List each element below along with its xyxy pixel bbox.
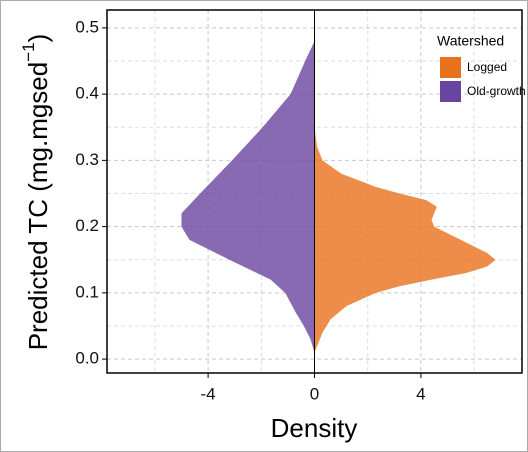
density-area [314, 127, 496, 353]
y-tick-label: 0.1 [75, 282, 99, 301]
y-label-close: ) [23, 34, 53, 43]
y-tick-label: 0.0 [75, 349, 99, 368]
y-tick-label: 0.2 [75, 216, 99, 235]
legend-key [440, 57, 461, 78]
legend: Watershed Logged Old-growth [437, 33, 526, 102]
density-area [181, 41, 315, 353]
x-tick-label: 0 [310, 384, 319, 403]
y-tick-label: 0.5 [75, 17, 99, 36]
y-axis-label: Predicted TC (mg.mgsed−1) [19, 34, 52, 351]
legend-title: Watershed [437, 33, 504, 49]
legend-label: Logged [467, 60, 507, 74]
x-tick-label: -4 [201, 384, 216, 403]
y-tick-label: 0.3 [75, 150, 99, 169]
y-label-text: Predicted TC (mg.mgsed [23, 62, 53, 351]
x-tick-label: 4 [416, 384, 425, 403]
y-tick-label: 0.4 [75, 84, 99, 103]
plot [106, 9, 523, 374]
legend-key [440, 81, 461, 102]
legend-label: Old-growth [467, 84, 526, 98]
x-axis-label: Density [271, 413, 358, 443]
y-label-sup: −1 [19, 42, 38, 61]
